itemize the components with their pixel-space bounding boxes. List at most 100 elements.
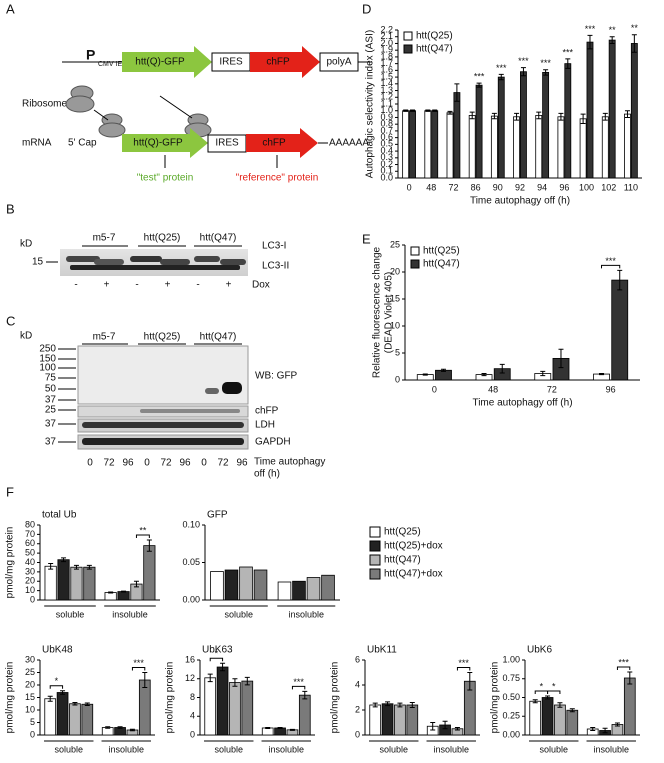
- significance: ***: [563, 47, 574, 57]
- y-tick-label: 30: [25, 654, 35, 664]
- construct-label: htt(Q)-GFP: [135, 57, 185, 68]
- error-bar: [532, 699, 538, 704]
- error-bar: [105, 726, 111, 729]
- subplot-title: UbK6: [527, 645, 552, 656]
- error-bar: [133, 580, 139, 588]
- y-tick-label: 0.00: [502, 729, 520, 739]
- marker: 15: [32, 257, 44, 268]
- y-tick-label: 6: [355, 654, 360, 664]
- error-bar: [569, 708, 575, 713]
- legend-label: htt(Q47): [384, 555, 421, 566]
- panel-label: B: [6, 201, 15, 216]
- y-tick-label: 0.9: [380, 112, 393, 122]
- y-tick-label: 1.7: [380, 58, 393, 68]
- error-bar: [232, 678, 238, 687]
- marker: 75: [45, 373, 57, 384]
- significance: ***: [518, 56, 529, 66]
- lane-label: -: [74, 280, 77, 291]
- error-bar: [277, 727, 283, 729]
- legend-label: htt(Q25)+dox: [384, 541, 443, 552]
- error-bar: [86, 564, 92, 570]
- error-bar: [142, 672, 148, 688]
- group-label: htt(Q25): [144, 332, 181, 343]
- bar: [292, 580, 306, 601]
- bar: [104, 592, 117, 601]
- error-bar: [61, 557, 67, 563]
- error-bar: [72, 702, 78, 706]
- error-bar: [84, 702, 90, 706]
- subplot-title: UbK63: [202, 645, 233, 656]
- bar: [586, 41, 594, 179]
- bar: [497, 76, 505, 179]
- error-bar: [617, 269, 623, 291]
- y-tick-label: 4: [355, 679, 360, 689]
- y-tick-label: 15: [25, 692, 35, 702]
- y-tick-label: 70: [25, 529, 35, 539]
- x-tick-label: 72: [547, 384, 557, 394]
- marker: 250: [39, 344, 56, 355]
- error-bar: [129, 728, 135, 732]
- bar: [409, 110, 416, 179]
- error-bar: [409, 702, 415, 708]
- legend-label: htt(Q25): [416, 31, 453, 42]
- error-bar: [467, 672, 473, 691]
- y-axis-label: pmol/mg protein: [165, 662, 176, 734]
- group-label: htt(Q47): [200, 332, 237, 343]
- significance-bracket: [209, 657, 224, 662]
- bar: [69, 703, 81, 736]
- y-tick-label: 10: [25, 585, 35, 595]
- y-tick-label: 0.0: [380, 172, 393, 182]
- kd-label: kD: [20, 331, 32, 342]
- x-tick-label: soluble: [539, 744, 568, 754]
- construct-label: chFP: [266, 57, 290, 68]
- bar: [520, 71, 527, 179]
- y-axis-label: Autophagic selectivity index (ASI): [365, 30, 376, 178]
- x-tick-label: 90: [493, 182, 503, 192]
- blot: [60, 249, 248, 276]
- error-bar: [403, 109, 409, 112]
- x-axis-label: Time autophagy off (h): [472, 398, 572, 409]
- construct-label: polyA: [326, 57, 351, 68]
- bar: [402, 110, 410, 179]
- x-tick-label: 110: [624, 182, 638, 192]
- significance: ***: [474, 72, 485, 82]
- bar: [542, 71, 550, 179]
- cap-label: 5' Cap: [68, 138, 97, 149]
- error-bar: [580, 113, 586, 125]
- y-tick-label: 60: [25, 538, 35, 548]
- marker: 150: [39, 354, 56, 365]
- panel-label: F: [6, 484, 14, 499]
- bar: [424, 110, 432, 179]
- panel-label: A: [6, 1, 15, 16]
- error-bar: [481, 373, 487, 377]
- error-bar: [430, 722, 436, 731]
- bar: [624, 113, 631, 179]
- y-tick-label: 0: [30, 729, 35, 739]
- bar: [394, 704, 406, 736]
- error-bar: [536, 111, 542, 120]
- y-tick-label: 0.2: [380, 159, 393, 169]
- y-tick-label: 25: [25, 667, 35, 677]
- blot: [77, 345, 249, 405]
- y-tick-label: 2: [355, 704, 360, 714]
- y-tick-label: 0: [355, 729, 360, 739]
- marker: 50: [45, 384, 57, 395]
- promoter-sub: CMV IE: [98, 61, 122, 68]
- y-tick-label: 1.0: [380, 105, 393, 115]
- significance-bracket: [135, 534, 150, 538]
- gfp-arrow: [122, 128, 208, 158]
- ribosome-label: Ribosome: [22, 99, 67, 110]
- bar: [321, 574, 335, 601]
- y-tick-label: 30: [25, 566, 35, 576]
- error-bar: [627, 671, 633, 685]
- y-tick-label: 1.6: [380, 65, 393, 75]
- chfp-arrow: [250, 46, 320, 78]
- bar: [431, 110, 439, 179]
- y-tick-label: 15: [390, 293, 400, 303]
- lane-label: -: [135, 280, 138, 291]
- gfp-arrow: [122, 46, 212, 78]
- lane-label: 96: [236, 458, 248, 469]
- y-tick-label: 20: [390, 266, 400, 276]
- bar: [453, 92, 461, 179]
- marker: 37: [45, 419, 57, 430]
